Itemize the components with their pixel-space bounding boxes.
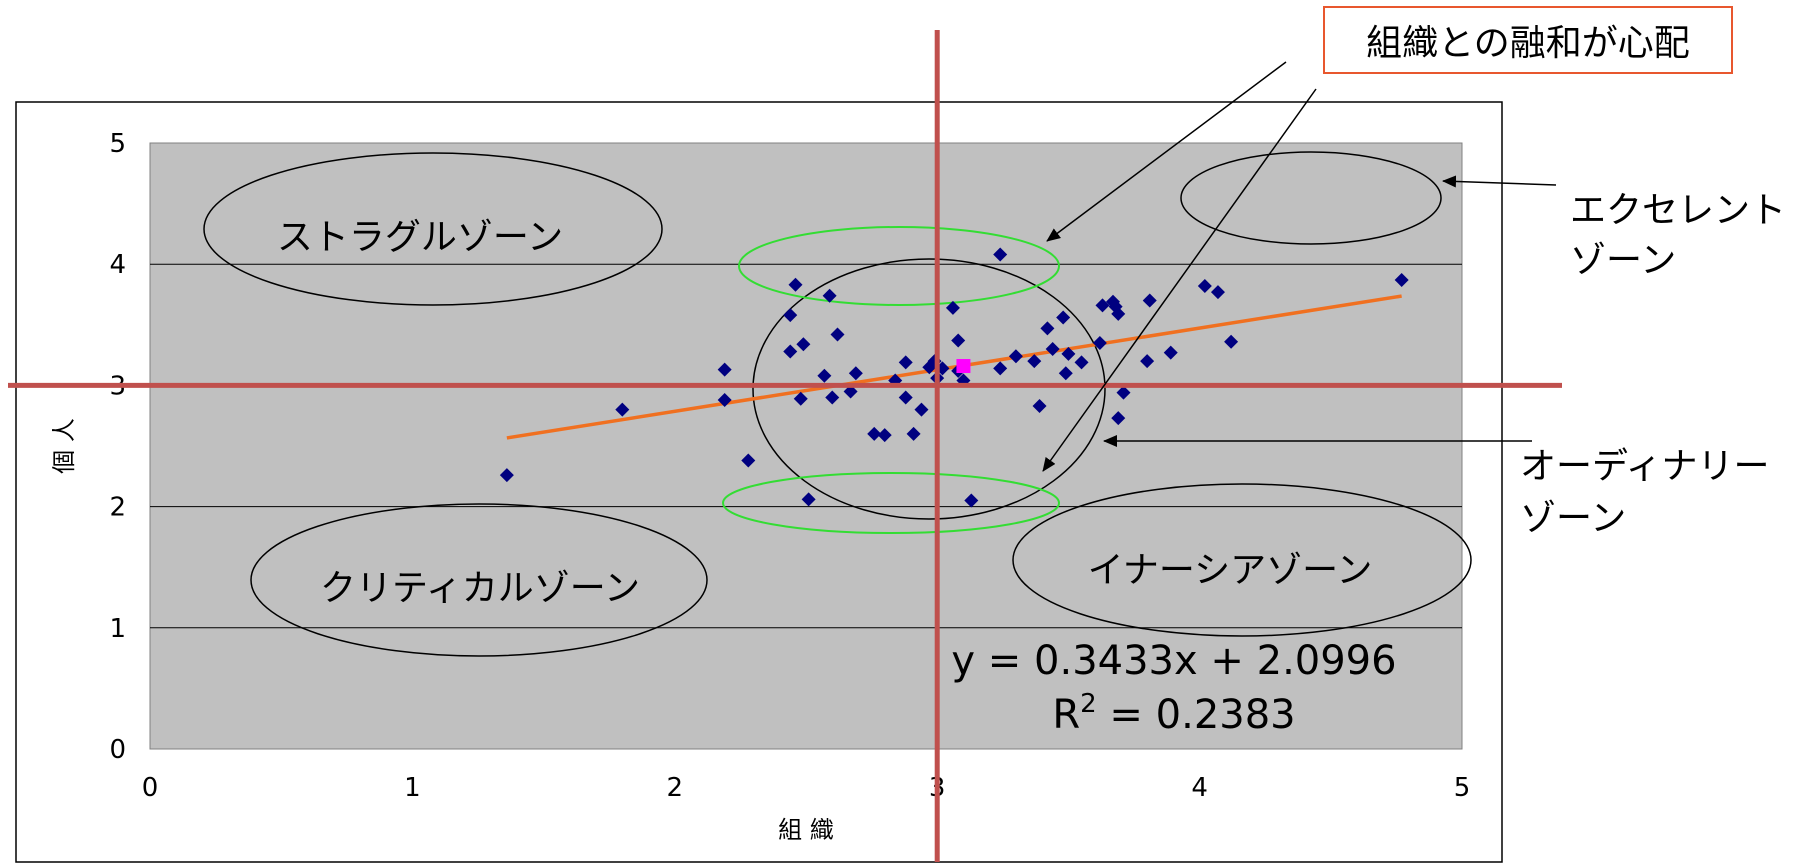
ordinary-callout-line2: ゾーン bbox=[1520, 498, 1626, 539]
data-point bbox=[783, 308, 798, 323]
x-tick-label: 1 bbox=[404, 773, 421, 803]
data-point bbox=[615, 402, 630, 417]
critical-zone-label: クリティカルゾーン bbox=[320, 568, 640, 609]
data-point bbox=[1224, 334, 1239, 349]
data-point bbox=[1197, 279, 1212, 294]
ordinary-callout-line1: オーディナリー bbox=[1520, 446, 1769, 487]
integration-upper-ellipse bbox=[738, 226, 1060, 306]
x-tick-label: 0 bbox=[142, 773, 159, 803]
data-point bbox=[1008, 349, 1023, 364]
mean-point bbox=[956, 359, 971, 374]
data-point bbox=[1027, 354, 1042, 369]
r-squared-sup: 2 bbox=[1080, 689, 1097, 719]
data-point bbox=[867, 426, 882, 441]
excellent-zone-ellipse bbox=[1180, 151, 1442, 245]
critical-zone-ellipse bbox=[250, 503, 708, 657]
y-tick-label: 1 bbox=[109, 614, 126, 644]
data-point bbox=[877, 428, 892, 443]
data-point bbox=[796, 337, 811, 352]
data-point bbox=[1394, 272, 1409, 287]
data-point bbox=[993, 361, 1008, 376]
data-point bbox=[1045, 342, 1060, 357]
data-point bbox=[1074, 355, 1089, 370]
integration-arrow-lower bbox=[1042, 88, 1317, 472]
y-tick-label: 4 bbox=[109, 250, 126, 280]
data-point bbox=[898, 355, 913, 370]
data-point bbox=[945, 300, 960, 315]
plot-area bbox=[149, 142, 1463, 750]
x-tick-label: 4 bbox=[1191, 773, 1208, 803]
data-point bbox=[1163, 345, 1178, 360]
y-tick-label: 5 bbox=[109, 129, 126, 159]
data-point bbox=[1056, 310, 1071, 325]
x-axis-title: 組 織 bbox=[778, 816, 834, 844]
data-point bbox=[1040, 321, 1055, 336]
data-point bbox=[783, 344, 798, 359]
data-point bbox=[1032, 399, 1047, 414]
data-point bbox=[1111, 306, 1126, 321]
data-point bbox=[1061, 346, 1076, 361]
data-point bbox=[801, 492, 816, 507]
x-tick-label: 5 bbox=[1454, 773, 1471, 803]
data-point bbox=[1058, 366, 1073, 381]
data-point bbox=[1142, 293, 1157, 308]
data-point bbox=[1092, 335, 1107, 350]
r-squared: R2 = 0.2383 bbox=[1052, 689, 1295, 738]
y-axis-title: 個 人 bbox=[50, 418, 78, 474]
excellent-callout-line2: ゾーン bbox=[1570, 240, 1676, 281]
inertia-zone-label: イナーシアゾーン bbox=[1088, 550, 1373, 591]
tick-labels: 012345012345 bbox=[109, 129, 1470, 803]
struggle-zone-ellipse bbox=[203, 152, 663, 306]
r-squared-suffix: = 0.2383 bbox=[1097, 692, 1296, 738]
data-point bbox=[717, 362, 732, 377]
data-point bbox=[898, 390, 913, 405]
data-point bbox=[914, 402, 929, 417]
struggle-zone-label: ストラグルゾーン bbox=[277, 217, 563, 258]
data-point bbox=[788, 277, 803, 292]
data-point bbox=[1111, 411, 1126, 426]
data-point bbox=[964, 493, 979, 508]
data-point bbox=[843, 384, 858, 399]
data-point bbox=[717, 392, 732, 407]
data-point bbox=[822, 288, 837, 303]
inertia-zone-ellipse bbox=[1012, 483, 1472, 637]
data-point bbox=[830, 327, 845, 342]
integration-lower-ellipse bbox=[722, 472, 1060, 534]
data-point bbox=[741, 453, 756, 468]
data-point bbox=[499, 468, 514, 483]
x-tick-label: 2 bbox=[667, 773, 684, 803]
y-tick-label: 0 bbox=[109, 735, 126, 765]
data-point bbox=[906, 426, 921, 441]
data-point bbox=[848, 366, 863, 381]
r-squared-prefix: R bbox=[1052, 692, 1080, 738]
trendline bbox=[506, 294, 1402, 440]
data-point bbox=[1095, 298, 1110, 313]
ordinary-zone-ellipse bbox=[752, 258, 1106, 520]
trendline-group bbox=[506, 294, 1402, 440]
trendline-equation: y = 0.3433x + 2.0996 bbox=[951, 638, 1396, 684]
data-point bbox=[825, 390, 840, 405]
data-point bbox=[1140, 354, 1155, 369]
excellent-callout-line1: エクセレント bbox=[1570, 190, 1786, 231]
data-point bbox=[993, 247, 1008, 262]
integration-arrow-upper bbox=[1046, 61, 1287, 242]
data-point bbox=[793, 391, 808, 406]
data-point bbox=[1116, 385, 1131, 400]
data-points bbox=[499, 247, 1409, 508]
data-point bbox=[951, 333, 966, 348]
y-tick-label: 2 bbox=[109, 493, 126, 523]
excellent-arrow bbox=[1442, 175, 1557, 188]
data-point bbox=[1210, 285, 1225, 300]
reference-lines bbox=[8, 30, 1562, 862]
data-point bbox=[817, 368, 832, 383]
integration-callout-box: 組織との融和が心配 bbox=[1323, 6, 1733, 74]
